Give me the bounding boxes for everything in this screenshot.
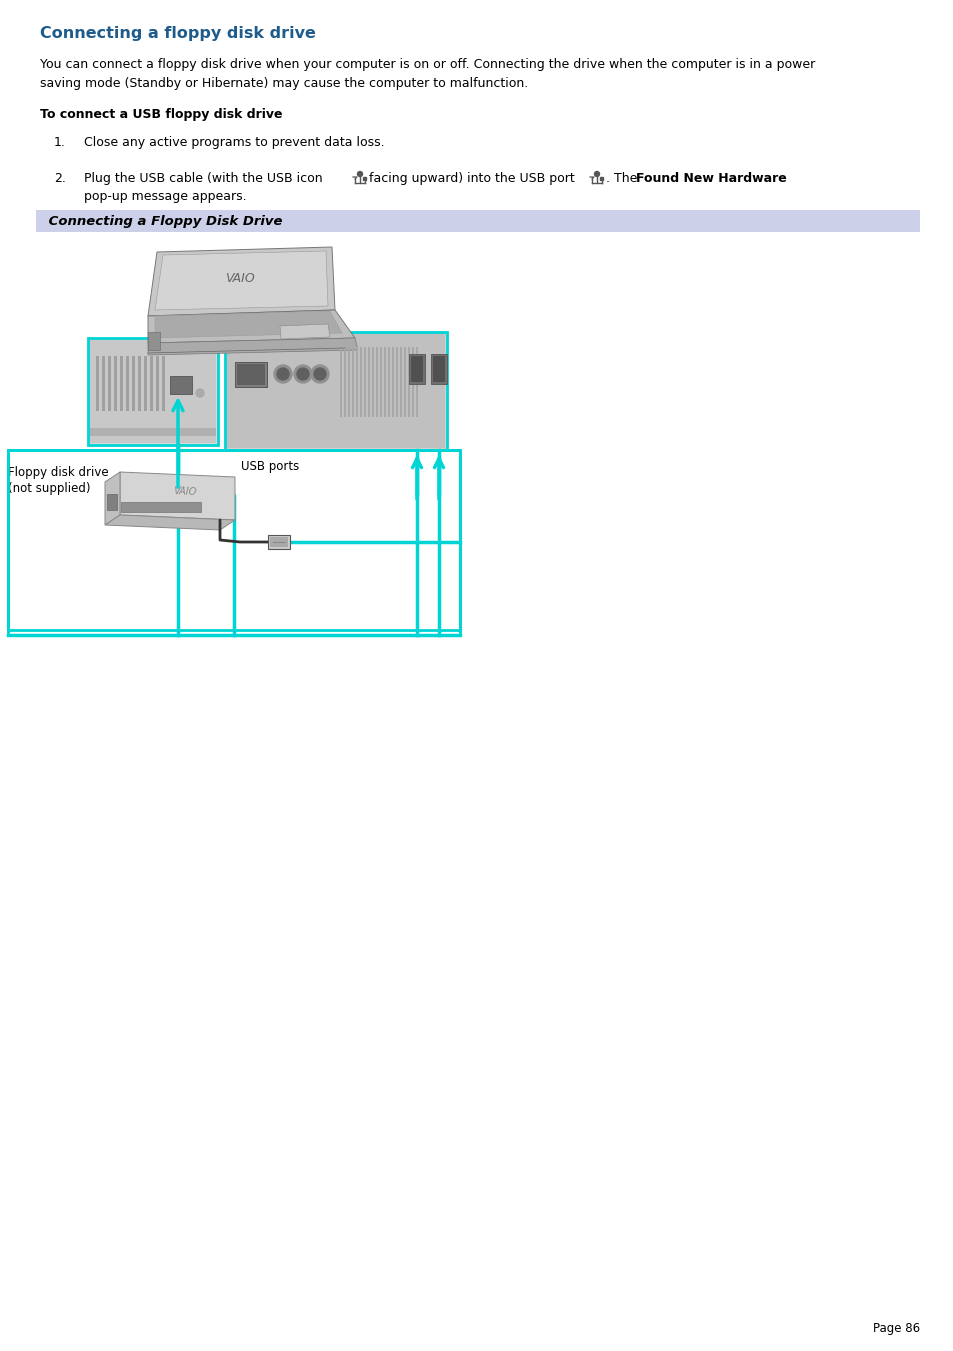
Text: You can connect a floppy disk drive when your computer is on or off. Connecting : You can connect a floppy disk drive when… xyxy=(40,58,815,91)
Bar xyxy=(144,357,147,411)
Bar xyxy=(408,347,410,417)
Bar xyxy=(416,347,417,417)
Text: VAIO: VAIO xyxy=(173,486,196,497)
Text: Connecting a floppy disk drive: Connecting a floppy disk drive xyxy=(40,26,315,41)
Text: Page 86: Page 86 xyxy=(872,1323,919,1335)
Bar xyxy=(8,450,459,630)
Bar xyxy=(36,209,919,232)
Circle shape xyxy=(276,367,289,380)
Bar xyxy=(348,347,350,417)
Bar xyxy=(270,536,288,547)
Bar xyxy=(8,450,459,635)
Text: Floppy disk drive: Floppy disk drive xyxy=(8,466,109,480)
Bar xyxy=(156,357,159,411)
Bar xyxy=(379,347,381,417)
Circle shape xyxy=(314,367,326,380)
Bar xyxy=(96,357,99,411)
Bar xyxy=(120,357,123,411)
Text: 2.: 2. xyxy=(54,172,66,185)
Circle shape xyxy=(296,367,309,380)
Bar xyxy=(363,177,366,180)
Circle shape xyxy=(594,172,598,177)
Circle shape xyxy=(294,365,312,382)
Circle shape xyxy=(357,172,362,177)
Polygon shape xyxy=(154,311,341,338)
Bar xyxy=(411,357,422,382)
Circle shape xyxy=(274,365,292,382)
Polygon shape xyxy=(154,251,328,309)
Bar xyxy=(364,347,366,417)
Bar xyxy=(395,347,397,417)
Bar xyxy=(227,334,444,449)
Text: 1.: 1. xyxy=(54,136,66,149)
Circle shape xyxy=(195,389,204,397)
Polygon shape xyxy=(280,324,330,339)
Text: VAIO: VAIO xyxy=(225,272,254,285)
Bar xyxy=(138,357,141,411)
Bar xyxy=(148,332,160,350)
Bar xyxy=(113,357,117,411)
Polygon shape xyxy=(120,471,234,520)
Bar xyxy=(392,347,394,417)
Bar xyxy=(355,347,357,417)
Bar xyxy=(433,357,444,382)
Polygon shape xyxy=(148,247,335,316)
Bar xyxy=(359,347,361,417)
Polygon shape xyxy=(148,338,357,355)
Bar xyxy=(409,354,424,384)
Polygon shape xyxy=(105,515,234,530)
Text: pop-up message appears.: pop-up message appears. xyxy=(84,190,247,203)
Bar xyxy=(339,347,341,417)
Bar xyxy=(372,347,374,417)
Bar xyxy=(170,376,192,394)
Bar xyxy=(352,347,354,417)
Bar xyxy=(368,347,370,417)
Bar xyxy=(162,357,165,411)
Bar xyxy=(344,347,346,417)
Bar xyxy=(225,332,447,450)
Bar xyxy=(375,347,377,417)
Bar xyxy=(102,357,105,411)
Bar xyxy=(107,494,117,509)
Text: Close any active programs to prevent data loss.: Close any active programs to prevent dat… xyxy=(84,136,384,149)
Text: . The: . The xyxy=(605,172,637,185)
Bar xyxy=(388,347,390,417)
Bar xyxy=(431,354,447,384)
Text: (not supplied): (not supplied) xyxy=(8,482,91,494)
Bar xyxy=(268,535,290,549)
Text: USB ports: USB ports xyxy=(240,459,299,473)
Polygon shape xyxy=(148,309,355,343)
Bar xyxy=(412,347,414,417)
Bar xyxy=(234,362,267,386)
Bar xyxy=(108,357,111,411)
Bar xyxy=(384,347,386,417)
Text: Found New Hardware: Found New Hardware xyxy=(636,172,786,185)
Text: To connect a USB floppy disk drive: To connect a USB floppy disk drive xyxy=(40,108,282,122)
Bar xyxy=(399,347,401,417)
Bar xyxy=(90,340,215,443)
Text: Connecting a Floppy Disk Drive: Connecting a Floppy Disk Drive xyxy=(44,215,282,227)
Polygon shape xyxy=(105,471,120,526)
Text: facing upward) into the USB port: facing upward) into the USB port xyxy=(369,172,574,185)
Text: Plug the USB cable (with the USB icon: Plug the USB cable (with the USB icon xyxy=(84,172,322,185)
Bar xyxy=(236,363,265,385)
Circle shape xyxy=(311,365,329,382)
Bar xyxy=(403,347,406,417)
Bar xyxy=(599,177,603,180)
Bar xyxy=(126,357,129,411)
Bar xyxy=(132,357,135,411)
Bar xyxy=(88,338,218,444)
Bar xyxy=(121,503,201,512)
Bar xyxy=(150,357,152,411)
Bar xyxy=(90,428,215,436)
